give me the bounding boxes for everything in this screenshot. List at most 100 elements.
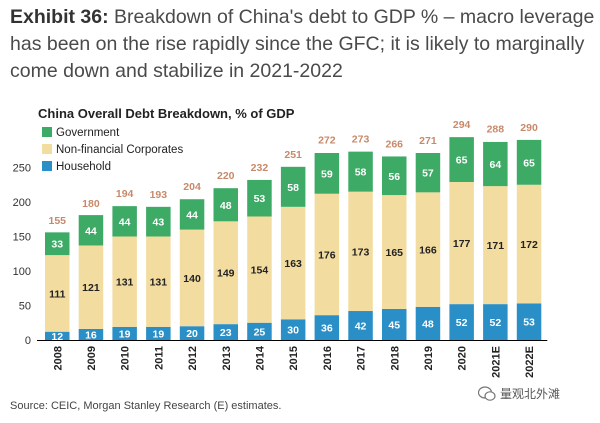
bar-non-financial-corporates-2018 (382, 195, 407, 309)
total-label-2012: 204 (183, 181, 201, 193)
total-label-2009: 180 (82, 198, 100, 210)
x-tick-label-2013: 2013 (221, 346, 233, 370)
data-label-government-2015: 58 (287, 182, 299, 194)
data-label-government-2021E: 64 (490, 159, 502, 171)
total-label-2008: 155 (48, 215, 66, 227)
bar-government-2014 (247, 179, 272, 217)
bar-non-financial-corporates-2019 (415, 192, 441, 307)
x-tick-label-2015: 2015 (288, 346, 300, 370)
total-label-2010: 194 (116, 188, 134, 200)
bar-non-financial-corporates-2011 (146, 236, 171, 327)
data-label-household-2017: 42 (355, 321, 367, 333)
bar-household-2017 (348, 311, 373, 340)
bar-household-2008 (45, 331, 70, 340)
x-tick-label-2009: 2009 (86, 346, 98, 370)
x-tick-label-2022E: 2022E (524, 346, 536, 378)
heading-line-2: has been on the rise rapidly since the G… (10, 33, 585, 55)
bar-non-financial-corporates-2012 (179, 229, 205, 327)
watermark: 量观北外滩 (478, 385, 560, 402)
data-label-non-financial-corporates-2017: 173 (352, 246, 370, 258)
bar-non-financial-corporates-2020 (449, 181, 474, 305)
bar-non-financial-corporates-2008 (45, 255, 70, 332)
y-tick-label-250: 250 (13, 163, 31, 175)
bar-government-2020 (449, 137, 474, 182)
x-tick-label-2008: 2008 (52, 346, 64, 370)
total-label-2015: 251 (284, 149, 302, 161)
legend-swatch-government (42, 127, 52, 137)
data-label-government-2011: 43 (153, 217, 165, 229)
data-label-non-financial-corporates-2022E: 172 (520, 239, 538, 251)
data-label-government-2016: 59 (321, 168, 333, 180)
data-label-household-2016: 36 (321, 323, 333, 335)
x-tick-label-2010: 2010 (120, 346, 132, 370)
bar-non-financial-corporates-2013 (213, 221, 238, 325)
data-label-household-2011: 19 (153, 328, 165, 340)
bar-non-financial-corporates-2014 (247, 216, 272, 323)
bar-government-2018 (382, 156, 407, 196)
x-tick-label-2019: 2019 (423, 346, 435, 370)
bar-government-2013 (213, 188, 238, 222)
x-tick-label-2020: 2020 (457, 346, 469, 370)
bar-government-2009 (78, 215, 104, 246)
bar-household-2022E (516, 303, 542, 340)
wechat-icon (478, 385, 496, 401)
data-label-non-financial-corporates-2011: 131 (150, 277, 168, 289)
bar-non-financial-corporates-2021E (483, 186, 508, 305)
data-label-household-2021E: 52 (490, 317, 502, 329)
bar-household-2014 (247, 322, 272, 340)
data-label-household-2012: 20 (186, 328, 198, 340)
total-label-2011: 193 (150, 189, 168, 201)
y-tick-label-0: 0 (25, 335, 31, 347)
total-label-2022E: 290 (520, 122, 538, 134)
exhibit-heading: Exhibit 36: Breakdown of China's debt to… (10, 4, 594, 85)
x-tick-label-2018: 2018 (389, 346, 401, 370)
bar-government-2019 (415, 153, 441, 193)
data-label-non-financial-corporates-2013: 149 (217, 268, 235, 280)
bar-household-2010 (112, 326, 137, 340)
exhibit-label: Exhibit 36: (10, 6, 109, 28)
legend-swatch-non-financial-corporates (42, 144, 52, 154)
y-tick-label-100: 100 (13, 266, 31, 278)
bar-non-financial-corporates-2015 (280, 206, 306, 320)
data-label-household-2015: 30 (287, 325, 299, 337)
x-tick-label-2012: 2012 (187, 346, 199, 370)
bar-government-2008 (45, 232, 70, 256)
total-label-2013: 220 (217, 170, 235, 182)
y-tick-label-150: 150 (13, 232, 31, 244)
bar-government-2011 (146, 206, 171, 237)
total-label-2019: 271 (419, 135, 437, 147)
heading-text-1: Breakdown of China's debt to GDP % – mac… (114, 6, 595, 28)
bar-household-2016 (314, 315, 340, 340)
bar-government-2010 (112, 206, 137, 237)
bar-non-financial-corporates-2016 (314, 193, 340, 316)
bar-household-2019 (415, 306, 441, 340)
data-label-government-2018: 56 (388, 171, 400, 183)
data-label-household-2018: 45 (388, 319, 400, 331)
x-tick-label-2017: 2017 (356, 346, 368, 370)
bar-government-2017 (348, 151, 373, 192)
data-label-non-financial-corporates-2012: 140 (183, 273, 201, 285)
y-tick-label-200: 200 (13, 197, 31, 209)
data-label-non-financial-corporates-2010: 131 (116, 277, 134, 289)
x-tick-label-2011: 2011 (153, 346, 165, 370)
total-label-2016: 272 (318, 134, 336, 146)
data-label-government-2014: 53 (254, 193, 266, 205)
data-label-government-2008: 33 (51, 239, 63, 251)
data-label-government-2013: 48 (220, 200, 232, 212)
bar-non-financial-corporates-2017 (348, 191, 373, 312)
data-label-government-2012: 44 (186, 209, 198, 221)
data-label-government-2010: 44 (119, 216, 131, 228)
data-label-non-financial-corporates-2008: 111 (49, 288, 66, 300)
bar-household-2013 (213, 324, 238, 340)
data-label-non-financial-corporates-2014: 154 (251, 265, 269, 277)
data-label-household-2019: 48 (422, 318, 434, 330)
data-label-non-financial-corporates-2020: 177 (453, 238, 471, 250)
data-label-government-2009: 44 (85, 225, 97, 237)
bar-government-2015 (280, 166, 306, 207)
bar-non-financial-corporates-2022E (516, 184, 542, 304)
bar-government-2022E (516, 139, 542, 185)
bar-government-2021E (483, 141, 508, 187)
data-label-non-financial-corporates-2016: 176 (318, 249, 336, 261)
x-tick-label-2021E: 2021E (490, 346, 502, 378)
bar-household-2015 (280, 319, 306, 340)
